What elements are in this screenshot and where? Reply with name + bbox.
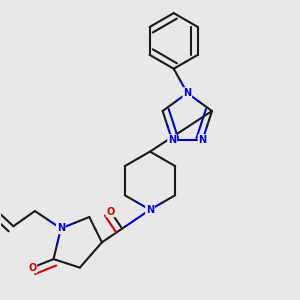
Text: O: O <box>106 207 115 217</box>
Text: N: N <box>146 205 154 215</box>
Text: N: N <box>183 88 191 98</box>
Text: N: N <box>57 224 65 233</box>
Text: O: O <box>28 262 37 272</box>
Text: N: N <box>199 135 207 145</box>
Text: N: N <box>168 135 176 145</box>
